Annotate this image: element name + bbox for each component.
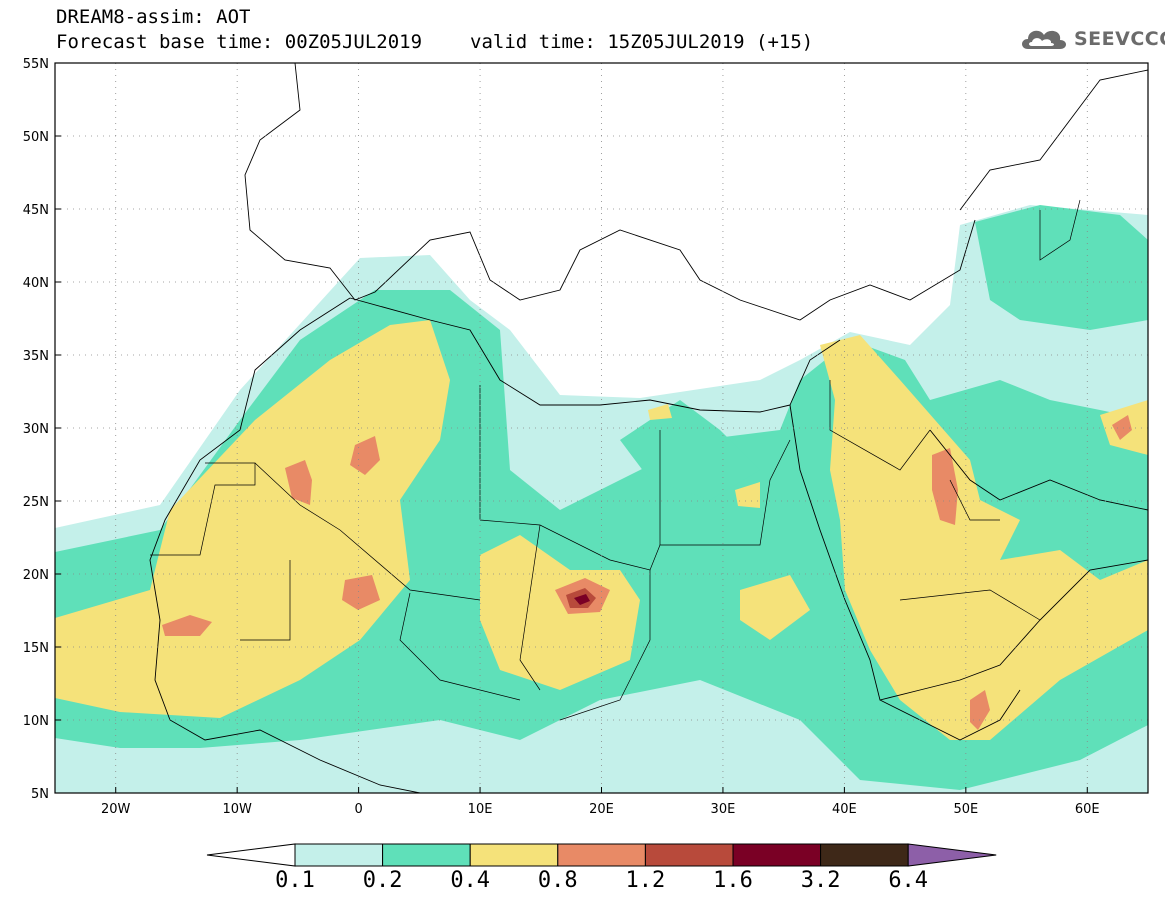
- forecast-base-time: Forecast base time: 00Z05JUL2019: [56, 31, 423, 53]
- lat-tick-label: 10N: [23, 714, 49, 729]
- cloud-icon: [1022, 30, 1066, 49]
- lon-tick-label: 0: [354, 802, 362, 817]
- seevccc-logo: SEEVCCC: [1018, 24, 1165, 54]
- colorbar-label: 6.4: [888, 868, 929, 893]
- colorbar-label: 1.6: [713, 868, 753, 893]
- valid-time: valid time: 15Z05JUL2019 (+15): [470, 31, 814, 53]
- lat-tick-label: 40N: [23, 276, 49, 291]
- lon-tick-label: 20E: [589, 802, 614, 817]
- lon-tick-label: 50E: [953, 802, 978, 817]
- colorbar-label: 0.8: [537, 868, 578, 893]
- lat-tick-label: 50N: [23, 130, 49, 145]
- colorbar-label: 0.4: [450, 868, 491, 893]
- colorbar-label: 3.2: [800, 868, 841, 893]
- aot-band-0.4-0.8: [55, 320, 1148, 740]
- lat-tick-label: 25N: [23, 495, 49, 510]
- logo-text: SEEVCCC: [1074, 28, 1165, 50]
- colorbar-under-arrow: [206, 843, 296, 867]
- colorbar-segment: [820, 843, 909, 867]
- colorbar-segment: [732, 843, 822, 867]
- lat-tick-label: 45N: [23, 203, 49, 218]
- lon-tick-label: 20W: [101, 802, 131, 817]
- colorbar: [206, 843, 997, 867]
- lon-tick-label: 60E: [1075, 802, 1100, 817]
- colorbar-over-arrow: [907, 843, 997, 867]
- lon-tick-label: 30E: [711, 802, 736, 817]
- lat-tick-label: 20N: [23, 568, 49, 583]
- longitude-labels: 20W 10W 0 10E 20E 30E 40E 50E 60E: [101, 787, 1100, 817]
- lon-tick-label: 10E: [468, 802, 493, 817]
- colorbar-segment: [644, 843, 734, 867]
- lat-tick-label: 30N: [23, 422, 49, 437]
- latitude-labels: 55N 50N 45N 40N 35N 30N 25N 20N 15N 10N 5N: [23, 57, 61, 802]
- time-info: Forecast base time: 00Z05JUL2019 valid ti…: [56, 31, 813, 53]
- colorbar-segment: [557, 843, 646, 867]
- lon-tick-label: 10W: [222, 802, 252, 817]
- lat-tick-label: 5N: [31, 787, 49, 802]
- chart-title: DREAM8-assim: AOT: [56, 6, 250, 28]
- colorbar-label: 1.2: [625, 868, 666, 893]
- aot-field: [55, 63, 1148, 793]
- colorbar-label: 0.2: [362, 868, 403, 893]
- lat-tick-label: 35N: [23, 349, 49, 364]
- gridlines: [55, 63, 1148, 793]
- colorbar-label: 0.1: [275, 868, 315, 893]
- colorbar-segment: [469, 843, 559, 867]
- aot-band-1.6-3.2: [574, 594, 590, 605]
- colorbar-segment: [382, 843, 471, 867]
- model-field-label: DREAM8-assim: AOT: [56, 6, 251, 28]
- colorbar-segment: [294, 843, 384, 867]
- lon-tick-label: 40E: [832, 802, 857, 817]
- lat-tick-label: 55N: [23, 57, 49, 72]
- country-borders: [150, 199, 1081, 721]
- lat-tick-label: 15N: [23, 641, 49, 656]
